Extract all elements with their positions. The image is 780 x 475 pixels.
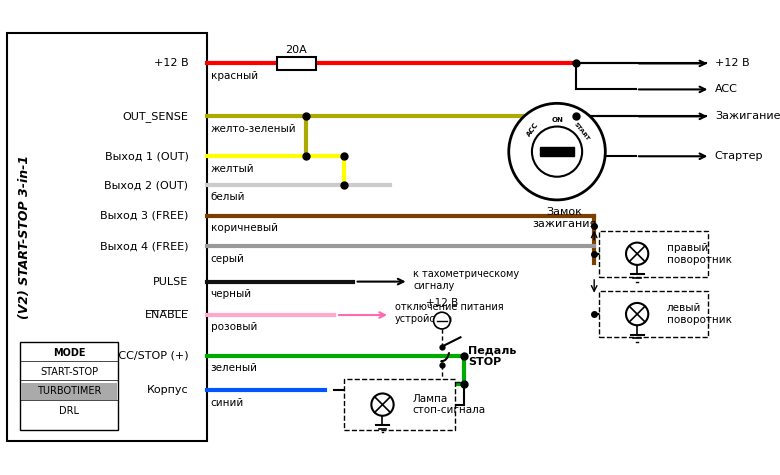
- Text: к тахометрическому
сигналу: к тахометрическому сигналу: [413, 269, 519, 291]
- Circle shape: [626, 243, 648, 265]
- Text: желтый: желтый: [211, 164, 254, 174]
- Circle shape: [434, 312, 450, 329]
- Text: зеленый: зеленый: [211, 363, 257, 373]
- Text: желто-зеленый: желто-зеленый: [211, 124, 296, 134]
- Text: Лампа
стоп-сигнала: Лампа стоп-сигнала: [413, 394, 486, 416]
- Circle shape: [371, 393, 394, 416]
- Text: (V2) START-STOP 3-in-1: (V2) START-STOP 3-in-1: [18, 155, 30, 319]
- Text: Корпус: Корпус: [147, 385, 189, 395]
- Text: коричневый: коричневый: [211, 223, 278, 233]
- Text: черный: черный: [211, 289, 252, 299]
- Text: MODE: MODE: [53, 348, 86, 358]
- Text: START-STOP: START-STOP: [40, 367, 98, 377]
- FancyBboxPatch shape: [21, 383, 117, 399]
- Text: Замок
зажигания: Замок зажигания: [532, 207, 597, 229]
- Text: ON: ON: [552, 117, 564, 123]
- Circle shape: [532, 126, 582, 177]
- FancyBboxPatch shape: [599, 291, 708, 337]
- Text: Выход 1 (OUT): Выход 1 (OUT): [105, 151, 189, 162]
- Text: Стартер: Стартер: [714, 151, 764, 162]
- Text: левый
поворотник: левый поворотник: [667, 304, 732, 325]
- Text: +12 В: +12 В: [426, 298, 458, 308]
- FancyBboxPatch shape: [599, 230, 708, 277]
- Bar: [541, 147, 574, 156]
- FancyBboxPatch shape: [20, 342, 118, 430]
- Text: Выход 2 (OUT): Выход 2 (OUT): [105, 180, 189, 190]
- Text: +12 В: +12 В: [714, 58, 750, 68]
- Text: TURBOTIMER: TURBOTIMER: [37, 386, 101, 396]
- Text: Педаль
STOP: Педаль STOP: [468, 345, 516, 367]
- Text: Выход 4 (FREE): Выход 4 (FREE): [100, 241, 189, 251]
- Text: DRL: DRL: [59, 406, 79, 416]
- Text: розовый: розовый: [211, 323, 257, 332]
- Text: отключение питания
устройства: отключение питания устройства: [395, 303, 503, 324]
- Text: START: START: [573, 121, 590, 142]
- Bar: [277, 57, 316, 70]
- Text: синий: синий: [211, 398, 244, 408]
- FancyArrowPatch shape: [441, 353, 449, 361]
- Text: Зажигание: Зажигание: [714, 111, 780, 121]
- Text: ACC: ACC: [526, 121, 540, 137]
- Text: E̅N̅A̅B̅L̅E̅: E̅N̅A̅B̅L̅E̅: [144, 310, 189, 320]
- Text: правый
поворотник: правый поворотник: [667, 243, 732, 265]
- FancyBboxPatch shape: [8, 33, 207, 441]
- Text: +12 В: +12 В: [154, 58, 189, 68]
- Circle shape: [626, 303, 648, 325]
- Text: ACC/STOP (+): ACC/STOP (+): [111, 351, 189, 361]
- Text: белый: белый: [211, 192, 245, 202]
- Text: ACC: ACC: [714, 85, 738, 95]
- Text: OUT_SENSE: OUT_SENSE: [122, 111, 189, 122]
- Text: серый: серый: [211, 254, 245, 264]
- Text: Выход 3 (FREE): Выход 3 (FREE): [100, 211, 189, 221]
- Text: 20A: 20A: [285, 45, 307, 55]
- FancyBboxPatch shape: [343, 379, 455, 430]
- Text: PULSE: PULSE: [153, 276, 189, 286]
- Circle shape: [509, 104, 605, 200]
- Text: красный: красный: [211, 71, 258, 81]
